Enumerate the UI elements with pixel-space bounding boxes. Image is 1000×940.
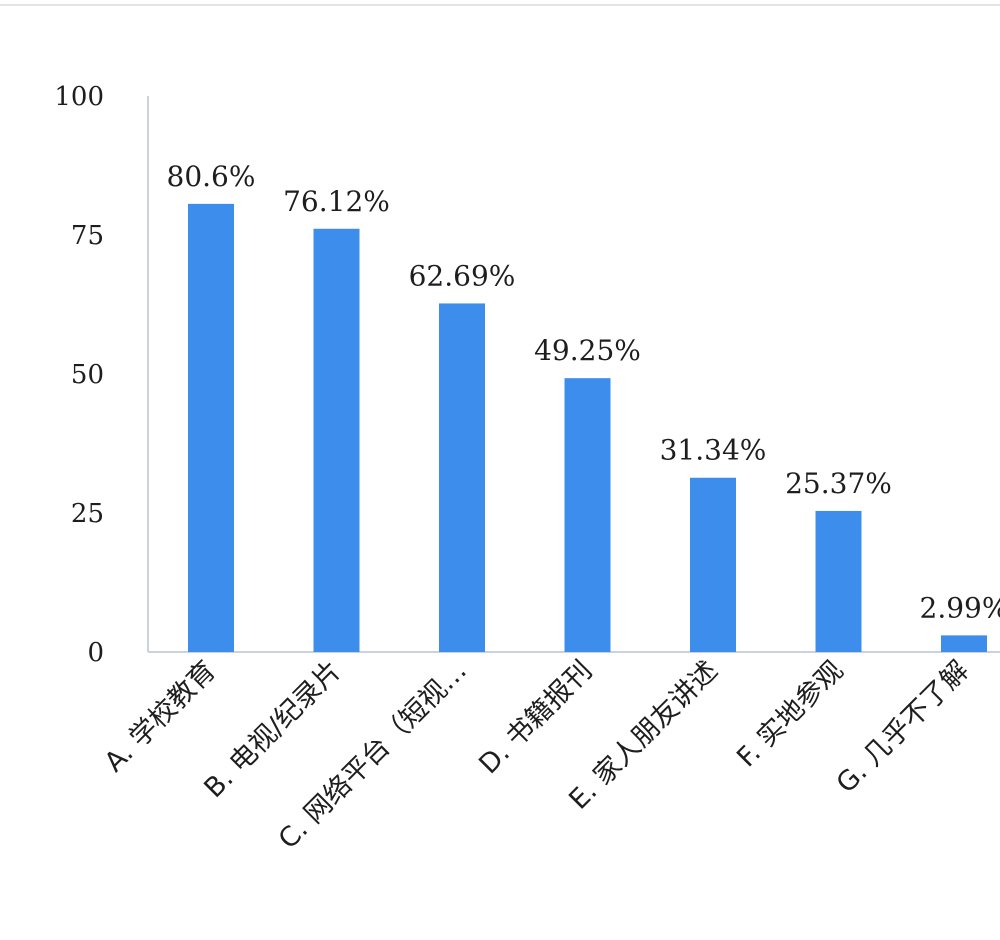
x-tick-label: A. 学校教育 xyxy=(99,655,222,778)
data-label: 2.99% xyxy=(920,591,1000,624)
bar xyxy=(313,228,360,652)
y-tick-label: 0 xyxy=(87,638,104,668)
x-tick-label: G. 几乎不了解 xyxy=(831,655,975,799)
bar xyxy=(941,635,987,652)
data-label: 31.34% xyxy=(660,434,767,467)
bar xyxy=(439,303,485,652)
y-tick-label: 50 xyxy=(71,360,104,390)
x-tick-label: F. 实地参观 xyxy=(731,655,849,773)
y-tick-label: 100 xyxy=(54,82,104,112)
data-label: 49.25% xyxy=(534,334,641,367)
bar xyxy=(690,477,736,652)
data-label: 80.6% xyxy=(167,160,256,193)
bar xyxy=(188,203,234,652)
data-label: 62.69% xyxy=(409,259,516,292)
bar xyxy=(815,510,862,652)
y-tick-label: 75 xyxy=(71,221,104,251)
y-tick-label: 25 xyxy=(71,499,104,529)
bars-layer xyxy=(188,203,987,652)
top-divider xyxy=(0,4,1000,6)
bar xyxy=(564,378,611,652)
x-tick-label: D. 书籍报刊 xyxy=(473,655,598,780)
data-label: 25.37% xyxy=(785,467,892,500)
data-label: 76.12% xyxy=(283,185,390,218)
